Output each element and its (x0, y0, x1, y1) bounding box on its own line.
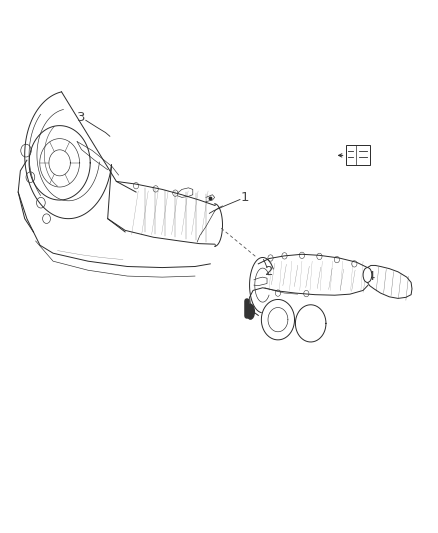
Polygon shape (367, 265, 412, 298)
Ellipse shape (363, 268, 372, 282)
Text: 1: 1 (241, 191, 250, 204)
Polygon shape (261, 300, 294, 340)
Text: 2: 2 (265, 265, 273, 278)
Ellipse shape (247, 304, 254, 319)
Polygon shape (295, 305, 326, 342)
Text: 3: 3 (77, 111, 86, 124)
Text: 4: 4 (367, 270, 375, 282)
Polygon shape (250, 254, 371, 316)
